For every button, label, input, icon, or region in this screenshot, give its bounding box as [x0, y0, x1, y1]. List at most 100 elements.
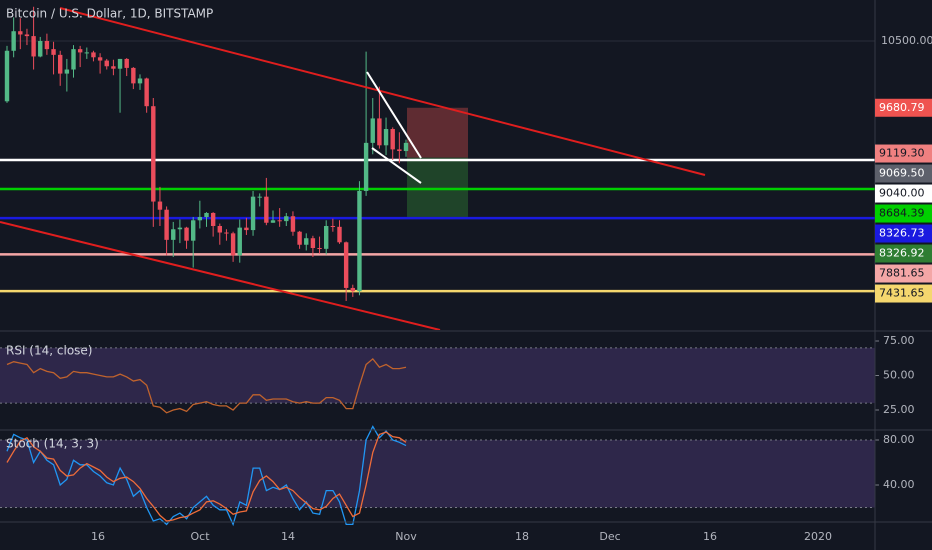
axes: 10500.00 9680.79 9119.30 9069.50 9040.00 8684…: [91, 34, 932, 543]
x-tick-label: 16: [91, 530, 105, 543]
candle-body: [277, 220, 282, 222]
candle-body: [357, 190, 362, 292]
candle-body: [310, 238, 316, 249]
candle-body: [91, 52, 96, 58]
y-tick-label: 25.00: [883, 403, 915, 416]
candle-body: [363, 142, 369, 191]
price-label-bg: [875, 98, 932, 117]
price-label-bg: [875, 264, 932, 283]
candle-body: [264, 196, 269, 223]
candle-body: [31, 36, 36, 57]
candle-body: [304, 238, 309, 245]
price-label: 8684.39: [879, 207, 925, 220]
candle-body: [144, 78, 149, 107]
triangle-lower: [371, 147, 422, 184]
candle-body: [111, 66, 116, 69]
candle-body: [77, 49, 83, 53]
candle-body: [71, 49, 76, 70]
price-label: 9040.00: [879, 187, 925, 200]
price-label-bg: [875, 144, 932, 163]
y-tick-label: 80.00: [883, 433, 915, 446]
candle-body: [97, 57, 103, 61]
candle-body: [11, 31, 16, 51]
indicator-panes: [0, 340, 879, 527]
candle-body: [250, 196, 256, 231]
price-label: 9680.79: [879, 101, 925, 114]
candle-body: [204, 212, 209, 218]
x-tick-label: 16: [703, 530, 717, 543]
candle-body: [64, 69, 70, 74]
candle-body: [257, 196, 262, 198]
candle-body: [230, 233, 236, 256]
candle-body: [197, 217, 203, 221]
x-tick-label: Nov: [395, 530, 417, 543]
candle-body: [44, 40, 50, 50]
candle-body: [177, 227, 183, 230]
candle-body: [403, 142, 409, 152]
stoch-title: Stoch (14, 3, 3): [6, 437, 99, 451]
price-label: 8326.92: [879, 247, 925, 260]
band-fill: [0, 440, 875, 508]
chart-title: Bitcoin / U.S. Dollar, 1D, BITSTAMP: [6, 7, 213, 21]
candle-body: [217, 226, 222, 233]
y-tick-label: 50.00: [883, 369, 915, 382]
candle-body: [84, 52, 89, 54]
candle-body: [157, 201, 163, 210]
candle-body: [137, 78, 143, 84]
candle-body: [350, 287, 355, 292]
candle-body: [104, 60, 109, 67]
position-target-zone: [407, 107, 468, 158]
candle-body: [224, 232, 229, 234]
candle-body: [343, 242, 349, 288]
y-tick-label: 75.00: [883, 334, 915, 347]
candle-body: [38, 40, 43, 57]
candle-body: [4, 50, 10, 102]
candle-body: [58, 54, 63, 74]
price-label: 7431.65: [879, 287, 925, 300]
drawings: [0, 7, 706, 330]
indicator-line: [6, 431, 407, 522]
indicator-line: [6, 357, 407, 414]
candle-body: [317, 248, 322, 250]
y-tick-label: 10500.00: [881, 34, 932, 47]
y-tick-label: 40.00: [883, 478, 915, 491]
candle-body: [397, 149, 402, 152]
price-label: 9069.50: [879, 167, 925, 180]
price-label: 8326.73: [879, 227, 925, 240]
price-label-bg: [875, 204, 932, 223]
candle-body: [383, 129, 389, 146]
candle-body: [171, 229, 176, 240]
candle-body: [18, 31, 23, 35]
price-label: 9119.30: [879, 147, 925, 160]
candle-body: [151, 106, 156, 202]
x-tick-label: Dec: [599, 530, 620, 543]
candle-body: [297, 231, 302, 245]
candle-body: [337, 226, 342, 243]
band-fill: [0, 347, 875, 404]
candle-body: [131, 67, 136, 84]
price-label-bg: [875, 284, 932, 303]
channel-top: [59, 7, 706, 176]
candle-body: [290, 216, 296, 232]
x-tick-label: 2020: [804, 530, 832, 543]
candle-body: [390, 129, 395, 150]
candle-body: [237, 227, 242, 256]
channel-bottom: [0, 221, 441, 330]
price-label-bg: [875, 224, 932, 243]
candle-body: [51, 49, 56, 55]
price-pane: [0, 6, 875, 301]
candle-body: [270, 220, 276, 223]
candle-body: [24, 34, 30, 37]
candle-body: [117, 58, 123, 69]
candle-body: [244, 227, 249, 231]
x-tick-label: Oct: [190, 530, 210, 543]
candle-body: [377, 118, 382, 146]
price-label-bg: [875, 184, 932, 203]
x-tick-label: 18: [515, 530, 529, 543]
price-label-bg: [875, 164, 932, 183]
candle-body: [324, 226, 329, 249]
candle-body: [164, 209, 169, 240]
candle-body: [210, 212, 216, 227]
